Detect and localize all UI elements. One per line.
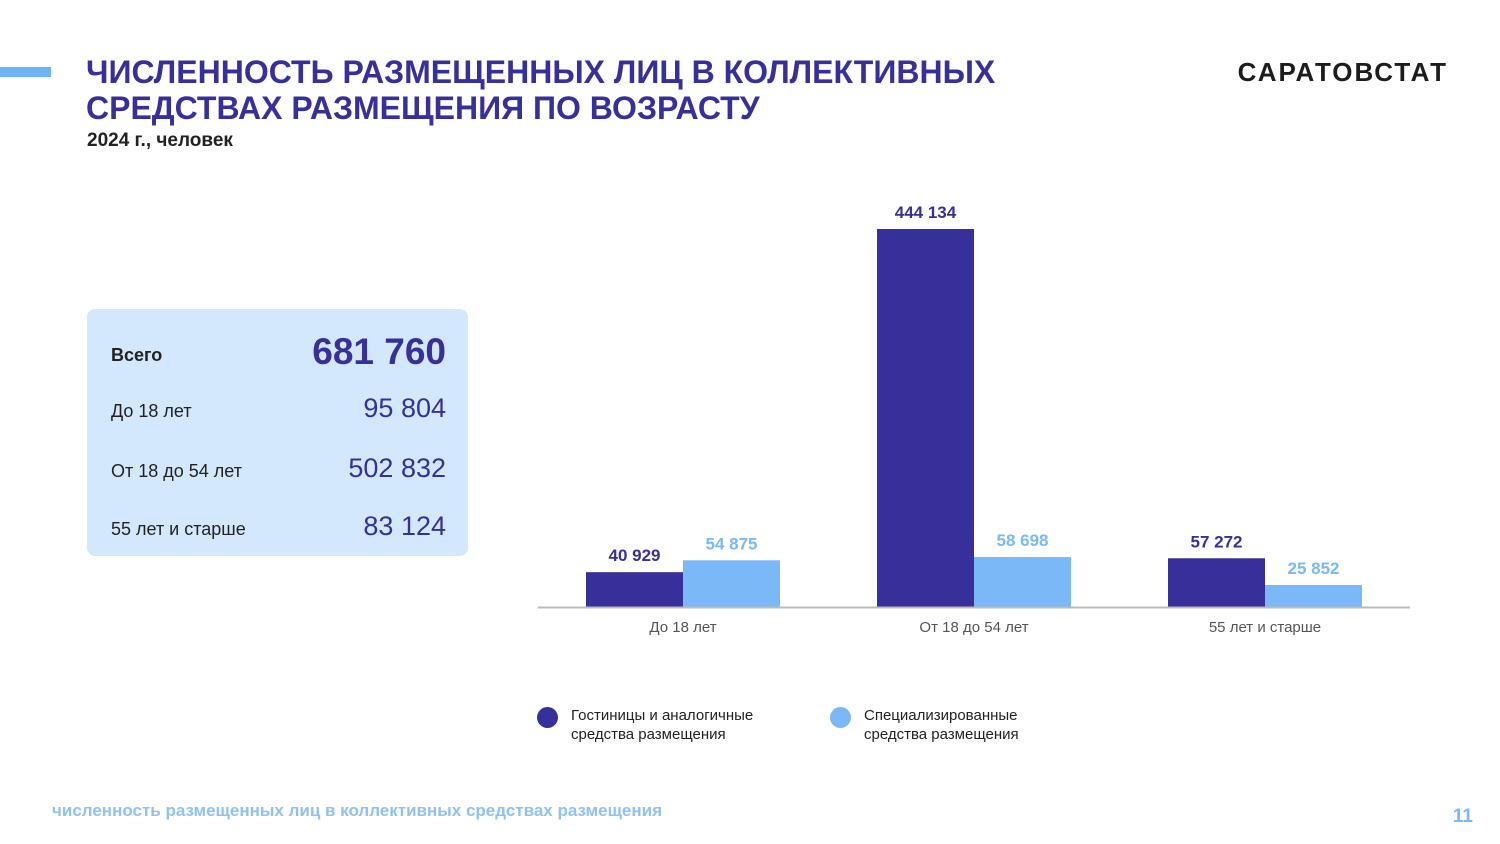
legend-label-line: Специализированные [864,707,1018,724]
summary-total-label: Всего [111,345,163,365]
data-label: 54 875 [706,534,758,553]
summary-row: До 18 лет 95 804 [111,393,446,427]
summary-total-value: 681 760 [312,331,446,372]
summary-total-row: Всего 681 760 [111,331,446,381]
x-tick-label: До 18 лет [649,619,716,636]
footer-caption: численность размещенных лиц в коллективн… [52,801,662,820]
summary-row-label: До 18 лет [111,401,192,421]
summary-row: От 18 до 54 лет 502 832 [111,453,446,487]
summary-row-label: От 18 до 54 лет [111,461,242,481]
accent-line [0,67,51,77]
legend-label-hotels: Гостиницы и аналогичные средства размеще… [571,706,771,744]
brand-logo-text: САРАТОВСТАТ [1237,57,1448,87]
bar [1265,584,1362,607]
summary-row-label: 55 лет и старше [111,519,246,539]
bar [683,560,780,607]
summary-row-value: 83 124 [363,511,446,541]
legend-label-line: средства размещения [864,726,1019,743]
bar [586,572,683,607]
summary-row-value: 95 804 [363,393,446,423]
x-tick-label: 55 лет и старше [1209,619,1321,636]
data-label: 57 272 [1191,532,1243,551]
page-subtitle: 2024 г., человек [87,130,233,151]
summary-row-value: 502 832 [348,453,446,483]
bar [974,557,1071,607]
data-label: 58 698 [997,531,1049,550]
page-number: 11 [1452,806,1473,827]
data-label: 40 929 [609,546,661,565]
title-line-2: СРЕДСТВАХ РАЗМЕЩЕНИЯ ПО ВОЗРАСТУ [86,90,760,126]
legend-label-line: средства размещения [571,726,726,743]
page-title: ЧИСЛЕННОСТЬ РАЗМЕЩЕННЫХ ЛИЦ В КОЛЛЕКТИВН… [86,54,1136,126]
legend-swatch-hotels [537,707,558,728]
legend-label-line: Гостиницы и аналогичные [571,707,754,724]
bar [877,229,974,607]
legend-item-specialized: Специализированные средства размещения [830,706,1064,744]
bar-chart: 40 929 54 875 До 18 лет 444 134 58 698 От 18 … [538,203,1410,636]
legend-item-hotels: Гостиницы и аналогичные средства размеще… [537,706,771,744]
legend-swatch-specialized [830,707,851,728]
summary-row: 55 лет и старше 83 124 [111,511,446,545]
summary-panel: Всего 681 760 До 18 лет 95 804 От 18 до … [87,309,468,556]
legend-label-specialized: Специализированные средства размещения [864,706,1064,744]
data-label: 25 852 [1288,559,1340,578]
bar [1168,558,1265,607]
title-line-1: ЧИСЛЕННОСТЬ РАЗМЕЩЕННЫХ ЛИЦ В КОЛЛЕКТИВН… [86,54,996,90]
data-label: 444 134 [895,203,957,222]
x-tick-label: От 18 до 54 лет [919,619,1028,636]
